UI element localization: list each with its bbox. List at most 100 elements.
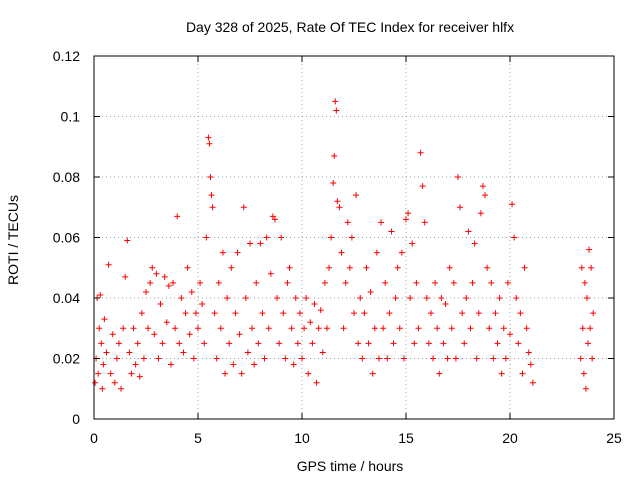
data-point bbox=[353, 192, 360, 199]
data-point bbox=[247, 240, 253, 247]
data-point bbox=[242, 295, 249, 301]
data-point bbox=[159, 340, 166, 347]
data-point bbox=[465, 228, 472, 235]
data-point bbox=[207, 174, 214, 180]
data-point bbox=[244, 349, 251, 356]
x-axis-label: GPS time / hours bbox=[297, 458, 404, 474]
y-tick-label: 0.04 bbox=[53, 290, 80, 306]
data-point bbox=[394, 264, 401, 271]
data-point bbox=[365, 340, 372, 347]
data-point bbox=[521, 264, 528, 271]
data-point bbox=[527, 361, 534, 368]
data-point bbox=[500, 325, 507, 332]
data-point bbox=[319, 349, 326, 356]
data-point bbox=[486, 325, 493, 332]
data-point bbox=[199, 301, 206, 308]
data-point bbox=[176, 340, 183, 347]
data-point bbox=[118, 385, 125, 392]
data-point bbox=[515, 340, 522, 347]
data-point bbox=[174, 213, 181, 220]
data-point bbox=[222, 370, 229, 377]
x-tick-label: 0 bbox=[90, 430, 98, 446]
data-point bbox=[161, 273, 168, 280]
data-point bbox=[440, 340, 447, 347]
data-point bbox=[217, 325, 224, 332]
data-point bbox=[407, 295, 414, 301]
data-point bbox=[211, 310, 218, 317]
data-point bbox=[100, 361, 107, 368]
data-point bbox=[232, 310, 239, 317]
data-point bbox=[390, 340, 397, 347]
data-point bbox=[213, 355, 220, 362]
data-point bbox=[405, 210, 412, 217]
data-point bbox=[380, 325, 387, 332]
data-point bbox=[475, 310, 482, 317]
data-point bbox=[101, 316, 108, 323]
data-point bbox=[267, 270, 274, 277]
data-point bbox=[180, 349, 187, 356]
data-point bbox=[172, 325, 179, 332]
data-point bbox=[484, 264, 491, 271]
data-point bbox=[496, 295, 503, 301]
data-point bbox=[201, 340, 208, 347]
data-point bbox=[192, 310, 199, 317]
data-point bbox=[126, 349, 133, 356]
data-point bbox=[195, 325, 201, 332]
data-point bbox=[589, 355, 596, 362]
data-point bbox=[333, 107, 340, 114]
data-point bbox=[294, 340, 301, 347]
data-point bbox=[134, 340, 141, 347]
data-point bbox=[382, 279, 389, 286]
data-point bbox=[103, 349, 110, 356]
data-point bbox=[282, 355, 289, 362]
data-point bbox=[355, 340, 362, 347]
data-point bbox=[145, 325, 152, 332]
data-point bbox=[263, 234, 270, 241]
x-tick-label: 20 bbox=[502, 430, 518, 446]
data-point bbox=[421, 219, 428, 226]
data-point bbox=[265, 325, 272, 332]
data-point bbox=[228, 264, 235, 271]
data-point bbox=[301, 325, 308, 332]
data-point bbox=[438, 295, 445, 301]
data-point bbox=[375, 355, 382, 362]
data-point bbox=[590, 310, 597, 317]
data-point bbox=[509, 201, 516, 208]
data-point bbox=[471, 240, 478, 247]
data-point bbox=[224, 295, 231, 301]
data-point bbox=[274, 295, 281, 301]
data-point bbox=[492, 310, 499, 317]
data-point bbox=[504, 279, 511, 286]
data-point bbox=[346, 264, 353, 271]
data-point bbox=[434, 325, 441, 332]
data-point bbox=[309, 340, 316, 347]
data-point bbox=[188, 288, 195, 295]
data-point bbox=[398, 249, 405, 256]
data-point bbox=[115, 340, 122, 347]
data-point bbox=[378, 219, 385, 226]
data-point bbox=[97, 291, 104, 298]
data-point bbox=[331, 152, 338, 159]
data-point bbox=[122, 273, 129, 280]
data-point bbox=[357, 295, 364, 301]
data-point bbox=[284, 279, 291, 286]
axis-ticks: 0 5 10 15 20 25 0 0.02 0.04 0.06 0.08 0.1 0.12 bbox=[53, 48, 622, 446]
data-point bbox=[292, 295, 299, 301]
data-point bbox=[323, 325, 330, 332]
data-point bbox=[184, 264, 191, 271]
data-point bbox=[259, 310, 266, 317]
data-point bbox=[511, 234, 518, 241]
data-point bbox=[261, 355, 268, 362]
data-point bbox=[255, 340, 262, 347]
data-point bbox=[170, 279, 177, 286]
data-point bbox=[165, 282, 172, 289]
data-point bbox=[450, 279, 457, 286]
data-point bbox=[367, 288, 374, 295]
data-point bbox=[109, 331, 116, 338]
data-point bbox=[580, 370, 587, 377]
data-point bbox=[361, 310, 368, 317]
data-point bbox=[419, 183, 426, 190]
data-point bbox=[479, 183, 486, 190]
data-point bbox=[473, 355, 480, 362]
data-point bbox=[290, 361, 297, 368]
